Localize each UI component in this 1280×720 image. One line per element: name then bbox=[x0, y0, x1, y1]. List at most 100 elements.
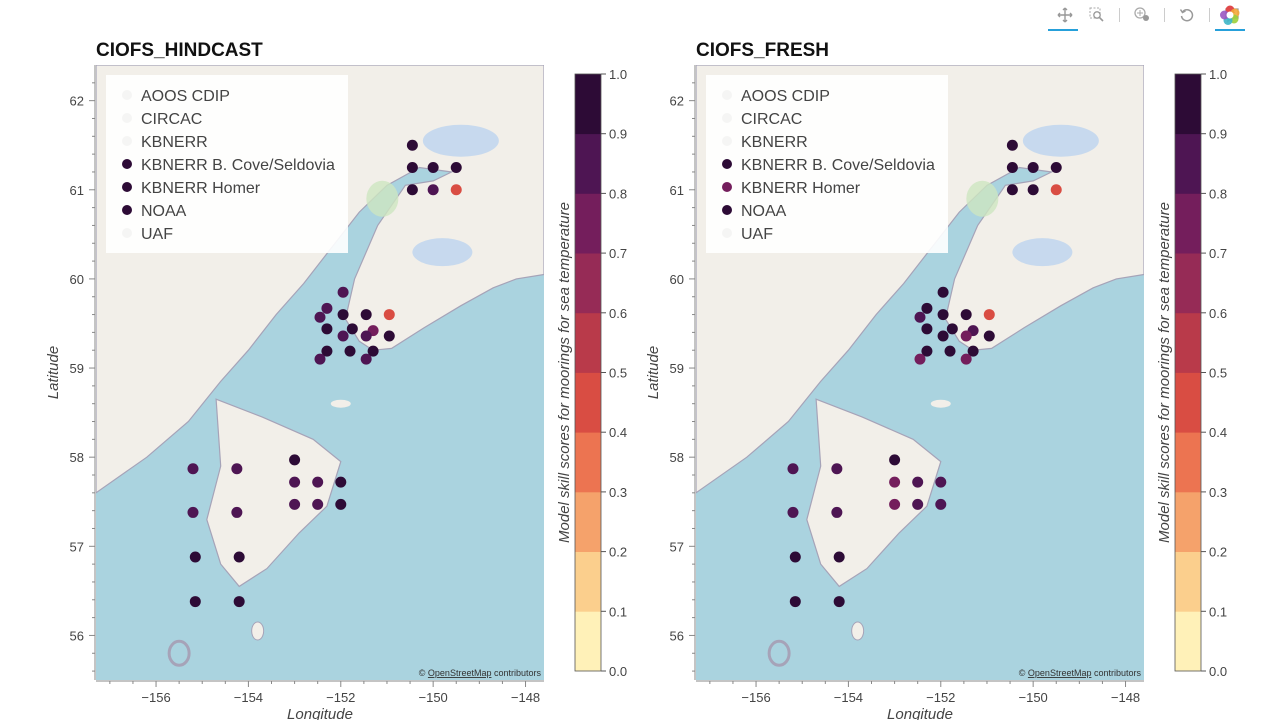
data-point[interactable] bbox=[960, 309, 972, 321]
data-point[interactable] bbox=[937, 286, 949, 298]
data-point[interactable] bbox=[233, 596, 245, 608]
data-point[interactable] bbox=[946, 323, 958, 335]
reset-tool[interactable] bbox=[1177, 4, 1197, 26]
data-point[interactable] bbox=[1050, 184, 1062, 196]
data-point[interactable] bbox=[921, 323, 933, 335]
data-point[interactable] bbox=[789, 596, 801, 608]
data-point[interactable] bbox=[406, 139, 418, 151]
data-point[interactable] bbox=[231, 506, 243, 518]
legend-item[interactable]: UAF bbox=[722, 226, 773, 243]
hover-tool[interactable] bbox=[1132, 4, 1152, 26]
legend-item[interactable]: KBNERR Homer bbox=[122, 180, 261, 197]
data-point[interactable] bbox=[787, 463, 799, 475]
data-point[interactable] bbox=[983, 330, 995, 342]
data-point[interactable] bbox=[889, 498, 901, 510]
data-point[interactable] bbox=[937, 309, 949, 321]
data-point[interactable] bbox=[983, 309, 995, 321]
data-point[interactable] bbox=[289, 476, 301, 488]
data-point[interactable] bbox=[233, 551, 245, 563]
box-zoom-tool[interactable] bbox=[1087, 4, 1107, 26]
legend-item[interactable]: AOOS CDIP bbox=[122, 88, 230, 105]
data-point[interactable] bbox=[337, 330, 349, 342]
data-point[interactable] bbox=[314, 353, 326, 365]
data-point[interactable] bbox=[314, 311, 326, 323]
osm-link[interactable]: OpenStreetMap bbox=[1028, 668, 1092, 678]
data-point[interactable] bbox=[914, 311, 926, 323]
data-point[interactable] bbox=[1027, 184, 1039, 196]
pan-tool[interactable] bbox=[1048, 4, 1078, 31]
data-point[interactable] bbox=[889, 476, 901, 488]
data-point[interactable] bbox=[1027, 162, 1039, 173]
legend-item[interactable]: NOAA bbox=[722, 203, 787, 220]
data-point[interactable] bbox=[406, 162, 418, 173]
data-point[interactable] bbox=[360, 353, 372, 365]
data-point[interactable] bbox=[337, 309, 349, 321]
data-point[interactable] bbox=[450, 184, 462, 196]
data-point[interactable] bbox=[344, 345, 356, 357]
legend-item[interactable]: KBNERR Homer bbox=[722, 180, 861, 197]
data-point[interactable] bbox=[360, 309, 372, 321]
legend-item[interactable]: CIRCAC bbox=[722, 111, 802, 128]
data-point[interactable] bbox=[337, 286, 349, 298]
data-point[interactable] bbox=[912, 498, 924, 510]
data-point[interactable] bbox=[367, 345, 379, 357]
colorbar-segment bbox=[575, 551, 601, 612]
data-point[interactable] bbox=[960, 353, 972, 365]
data-point[interactable] bbox=[833, 596, 845, 608]
data-point[interactable] bbox=[189, 551, 201, 563]
data-point[interactable] bbox=[944, 345, 956, 357]
data-point[interactable] bbox=[406, 184, 418, 196]
data-point[interactable] bbox=[912, 476, 924, 488]
data-point[interactable] bbox=[189, 596, 201, 608]
data-point[interactable] bbox=[935, 476, 947, 488]
data-point[interactable] bbox=[450, 162, 462, 173]
osm-link[interactable]: OpenStreetMap bbox=[428, 668, 492, 678]
legend-item[interactable]: CIRCAC bbox=[122, 111, 202, 128]
legend-item[interactable]: KBNERR B. Cove/Seldovia bbox=[722, 157, 935, 174]
legend-item[interactable]: KBNERR bbox=[722, 134, 808, 151]
data-point[interactable] bbox=[312, 498, 324, 510]
data-point[interactable] bbox=[321, 323, 333, 335]
data-point[interactable] bbox=[831, 463, 843, 475]
data-point[interactable] bbox=[1006, 162, 1018, 173]
data-point[interactable] bbox=[921, 302, 933, 314]
data-point[interactable] bbox=[921, 345, 933, 357]
data-point[interactable] bbox=[335, 498, 347, 510]
data-point[interactable] bbox=[289, 498, 301, 510]
data-point[interactable] bbox=[1050, 162, 1062, 173]
data-point[interactable] bbox=[231, 463, 243, 475]
data-point[interactable] bbox=[889, 454, 901, 466]
legend-item[interactable]: KBNERR B. Cove/Seldovia bbox=[122, 157, 335, 174]
data-point[interactable] bbox=[321, 345, 333, 357]
data-point[interactable] bbox=[383, 309, 395, 321]
data-point[interactable] bbox=[321, 302, 333, 314]
data-point[interactable] bbox=[831, 506, 843, 518]
data-point[interactable] bbox=[427, 184, 439, 196]
data-point[interactable] bbox=[289, 454, 301, 466]
legend-item[interactable]: NOAA bbox=[122, 203, 187, 220]
data-point[interactable] bbox=[1006, 184, 1018, 196]
data-point[interactable] bbox=[1006, 139, 1018, 151]
data-point[interactable] bbox=[967, 345, 979, 357]
data-point[interactable] bbox=[427, 162, 439, 173]
data-point[interactable] bbox=[187, 463, 199, 475]
data-point[interactable] bbox=[789, 551, 801, 563]
bokeh-logo-icon[interactable] bbox=[1220, 5, 1240, 25]
data-point[interactable] bbox=[360, 330, 372, 342]
colorbar-segment bbox=[575, 253, 601, 314]
data-point[interactable] bbox=[312, 476, 324, 488]
data-point[interactable] bbox=[914, 353, 926, 365]
legend-item[interactable]: AOOS CDIP bbox=[722, 88, 830, 105]
legend-label: KBNERR B. Cove/Seldovia bbox=[141, 157, 335, 174]
data-point[interactable] bbox=[787, 506, 799, 518]
data-point[interactable] bbox=[935, 498, 947, 510]
data-point[interactable] bbox=[335, 476, 347, 488]
data-point[interactable] bbox=[960, 330, 972, 342]
data-point[interactable] bbox=[187, 506, 199, 518]
legend-item[interactable]: KBNERR bbox=[122, 134, 208, 151]
data-point[interactable] bbox=[383, 330, 395, 342]
data-point[interactable] bbox=[346, 323, 358, 335]
legend-item[interactable]: UAF bbox=[122, 226, 173, 243]
data-point[interactable] bbox=[937, 330, 949, 342]
data-point[interactable] bbox=[833, 551, 845, 563]
